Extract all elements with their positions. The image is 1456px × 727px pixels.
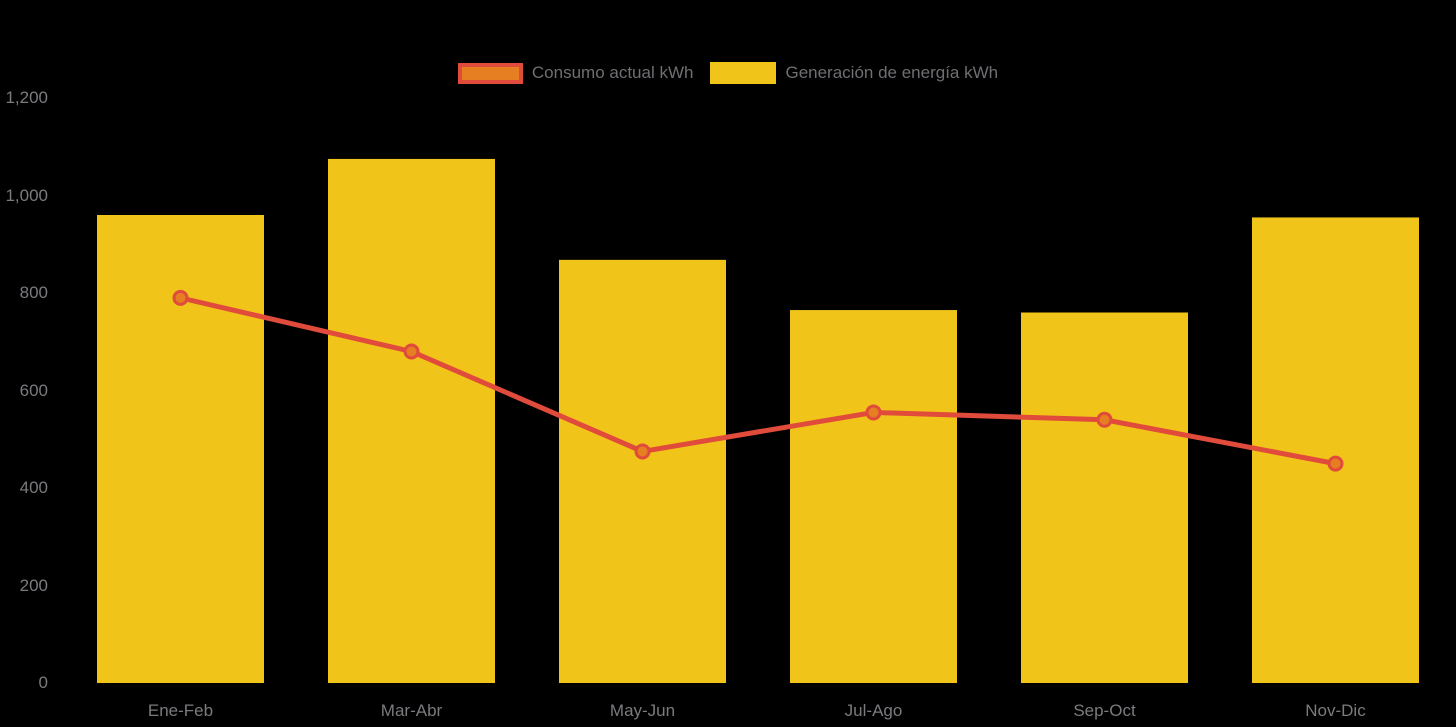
y-tick-400: 400 [19,478,48,497]
bar-may-jun[interactable] [559,259,726,683]
y-tick-1-200: 1,200 [5,88,48,107]
bar-sep-oct[interactable] [1021,312,1188,684]
y-tick-200: 200 [19,575,48,595]
line-point-may-jun[interactable] [634,443,651,460]
legend-item-generacion-energia[interactable]: Generación de energía kWh [710,62,998,84]
y-tick-800: 800 [19,283,48,302]
legend-swatch-generacion-energia [710,62,777,84]
legend-item-consumo-actual[interactable]: Consumo actual kWh [457,62,694,84]
line-point-jul-ago[interactable] [865,404,882,421]
bar-nov-dic[interactable] [1252,217,1419,683]
legend: Consumo actual kWh Generación de energía… [0,62,1456,84]
y-tick-1-000: 1,000 [5,185,48,205]
legend-label-consumo-actual: Consumo actual kWh [531,63,694,82]
bar-jul-ago[interactable] [790,310,957,683]
y-tick-0: 0 [38,673,48,692]
line-point-nov-dic[interactable] [1327,455,1344,472]
y-tick-600: 600 [19,380,48,400]
x-tick-nov-dic: Nov-Dic [1305,701,1366,720]
x-tick-ene-feb: Ene-Feb [147,701,214,720]
line-point-mar-abr[interactable] [403,343,420,360]
line-point-ene-feb[interactable] [172,289,189,306]
legend-label-generacion-energia: Generación de energía kWh [785,63,999,82]
bar-mar-abr[interactable] [328,158,495,683]
bar-ene-feb[interactable] [97,215,264,683]
x-tick-may-jun: May-Jun [609,701,676,720]
legend-swatch-consumo-actual [457,62,523,84]
x-tick-mar-abr: Mar-Abr [380,701,443,720]
line-point-sep-oct[interactable] [1096,411,1113,428]
x-tick-jul-ago: Jul-Ago [844,701,903,720]
consumo-line [178,295,1338,467]
x-tick-sep-oct: Sep-Oct [1073,701,1136,720]
